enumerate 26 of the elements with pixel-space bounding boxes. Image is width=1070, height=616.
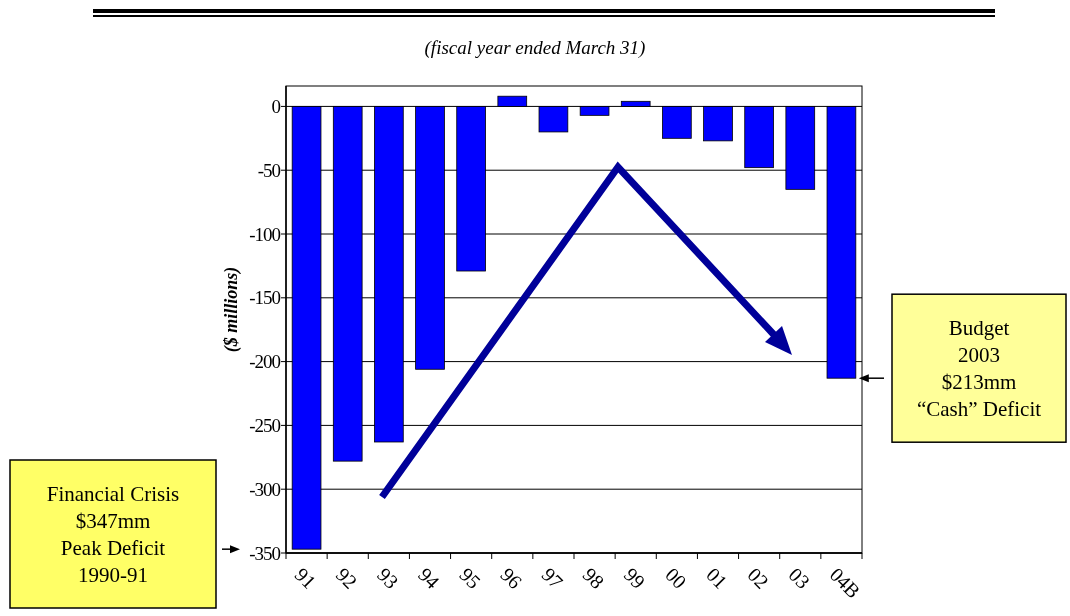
x-tick-label: 92 bbox=[331, 563, 362, 593]
x-tick-label: 00 bbox=[661, 563, 691, 593]
x-tick-label: 97 bbox=[537, 563, 568, 593]
text: Budget 2003 $213mm “Cash” Deficit bbox=[916, 316, 1042, 422]
y-axis-title: ($ millions) bbox=[221, 266, 242, 353]
x-tick-label: 02 bbox=[743, 563, 774, 593]
y-tick-label: -300 bbox=[249, 478, 281, 500]
y-tick-label: -100 bbox=[249, 223, 281, 245]
y-tick-label: -350 bbox=[249, 542, 281, 564]
x-tick-label: 93 bbox=[373, 563, 403, 593]
x-tick-label: 94 bbox=[414, 563, 444, 593]
x-tick-label: 01 bbox=[702, 563, 732, 593]
y-tick-label: -150 bbox=[249, 287, 281, 309]
x-tick-label: 95 bbox=[455, 563, 486, 593]
y-tick-label: -250 bbox=[249, 415, 281, 437]
y-tick-label: -200 bbox=[249, 351, 281, 373]
x-tick-label: 98 bbox=[578, 563, 609, 593]
text: Financial Crisis $347mm Peak Deficit 1990-91 bbox=[46, 481, 180, 587]
x-tick-label: 91 bbox=[290, 563, 321, 593]
y-tick-label: 0 bbox=[271, 96, 281, 118]
y-tick-label: -50 bbox=[257, 159, 281, 181]
x-tick-label: 96 bbox=[496, 563, 527, 593]
x-tick-label: 03 bbox=[784, 563, 815, 593]
x-tick-label: 04B bbox=[825, 563, 865, 603]
x-tick-label: 99 bbox=[619, 563, 650, 593]
chart-subtitle: (fiscal year ended March 31) bbox=[424, 37, 646, 59]
